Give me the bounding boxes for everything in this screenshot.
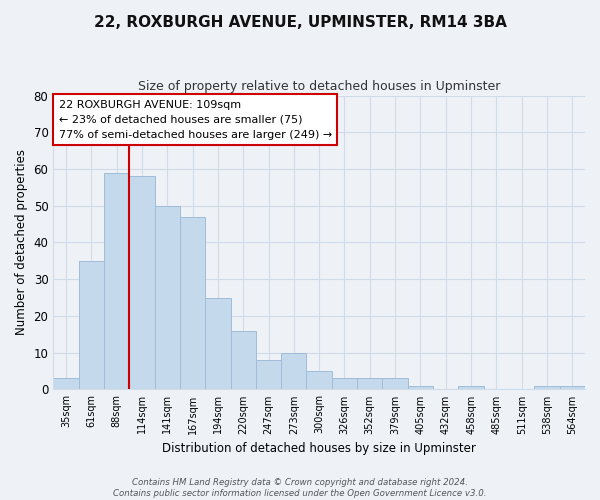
Bar [560, 386, 585, 390]
Bar [205, 298, 230, 390]
Y-axis label: Number of detached properties: Number of detached properties [15, 150, 28, 336]
Bar [53, 378, 79, 390]
Bar [382, 378, 408, 390]
Bar [230, 330, 256, 390]
Bar [332, 378, 357, 390]
Bar [79, 261, 104, 390]
Text: 22, ROXBURGH AVENUE, UPMINSTER, RM14 3BA: 22, ROXBURGH AVENUE, UPMINSTER, RM14 3BA [94, 15, 506, 30]
Bar [281, 352, 307, 390]
Bar [408, 386, 433, 390]
Bar [155, 206, 180, 390]
Title: Size of property relative to detached houses in Upminster: Size of property relative to detached ho… [138, 80, 500, 93]
Bar [129, 176, 155, 390]
Text: 22 ROXBURGH AVENUE: 109sqm
← 23% of detached houses are smaller (75)
77% of semi: 22 ROXBURGH AVENUE: 109sqm ← 23% of deta… [59, 100, 332, 140]
Bar [256, 360, 281, 390]
Bar [307, 371, 332, 390]
X-axis label: Distribution of detached houses by size in Upminster: Distribution of detached houses by size … [162, 442, 476, 455]
Bar [535, 386, 560, 390]
Bar [357, 378, 382, 390]
Bar [180, 217, 205, 390]
Bar [104, 172, 129, 390]
Bar [458, 386, 484, 390]
Text: Contains HM Land Registry data © Crown copyright and database right 2024.
Contai: Contains HM Land Registry data © Crown c… [113, 478, 487, 498]
